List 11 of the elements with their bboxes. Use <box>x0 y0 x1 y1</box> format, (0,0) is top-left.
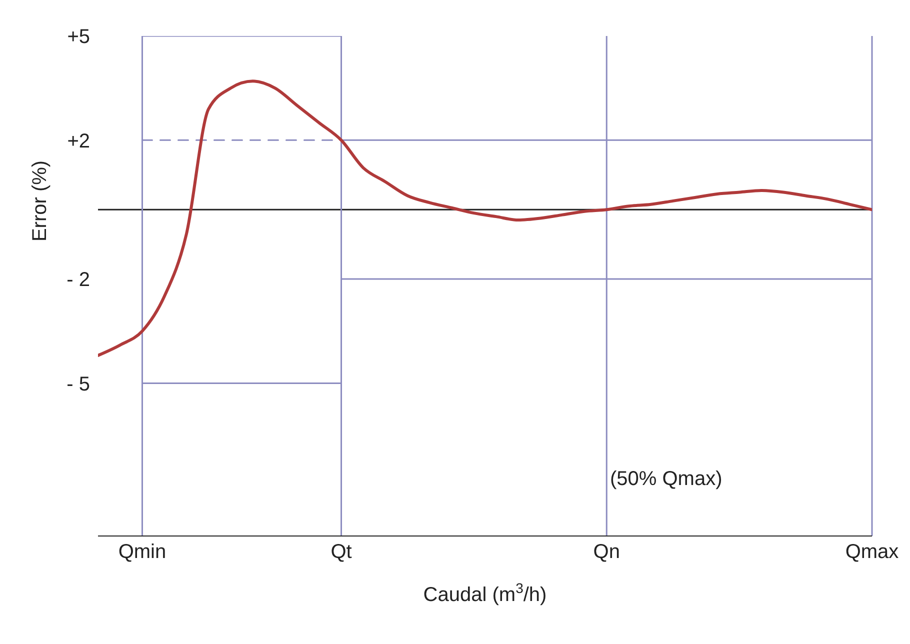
annotation: (50% Qmax) <box>610 468 722 491</box>
y-tick-label: - 5 <box>66 373 90 396</box>
y-axis-title: Error (%) <box>29 160 51 242</box>
x-tick-label: Qmin <box>118 541 166 564</box>
x-tick-label: Qn <box>593 541 620 564</box>
y-tick-label: +2 <box>67 130 90 152</box>
x-tick-label: Qmax <box>845 541 899 564</box>
y-tick-label: +5 <box>67 26 90 48</box>
x-tick-label: Qt <box>330 541 352 564</box>
x-axis-title: Caudal (m$^{3}$/h) <box>423 580 547 606</box>
y-tick-label: - 2 <box>66 269 90 292</box>
